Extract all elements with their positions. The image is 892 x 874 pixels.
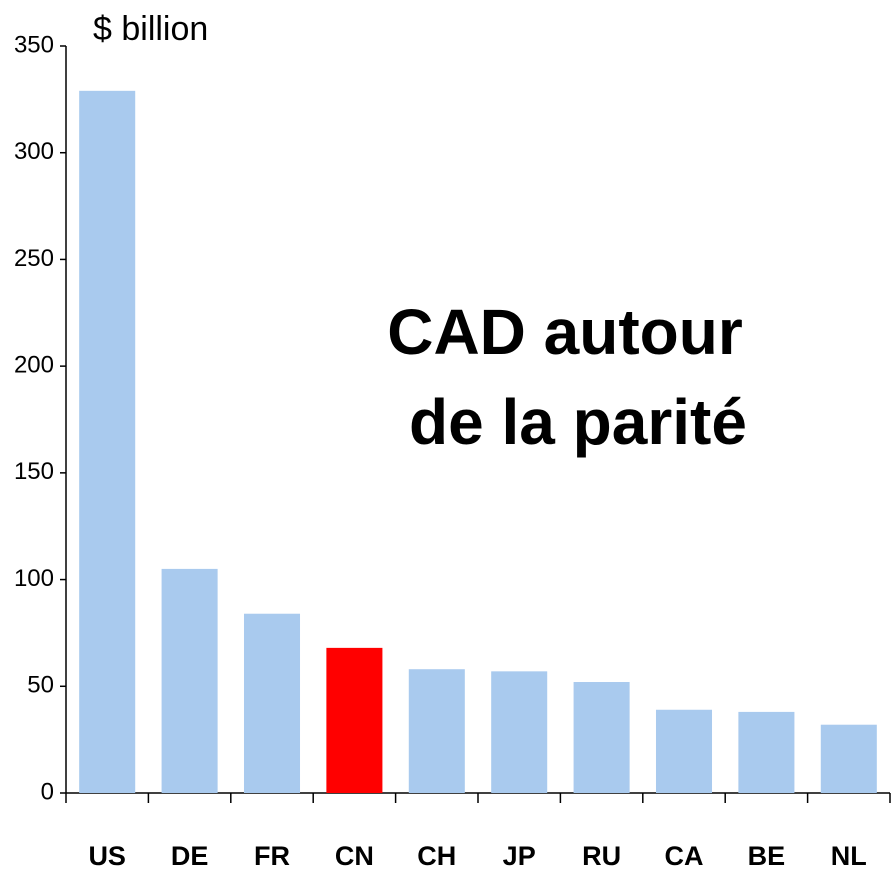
bar [491, 671, 548, 793]
y-tick-label: 150 [14, 458, 54, 485]
annotation: de la parité [409, 386, 747, 458]
bar [655, 709, 713, 793]
bar [738, 711, 795, 793]
bar [573, 682, 630, 793]
y-tick-label: 50 [27, 672, 54, 699]
y-axis-label: $ billion [93, 10, 208, 48]
x-tick-label: US [88, 841, 126, 871]
y-tick-label: 0 [41, 778, 54, 805]
y-tick-label: 250 [14, 245, 54, 272]
x-tick-label: CA [665, 841, 704, 871]
x-tick-label: FR [254, 841, 290, 871]
y-tick-label: 300 [14, 138, 54, 165]
x-tick-label: CH [417, 841, 456, 871]
bar [326, 647, 383, 793]
y-tick-label: 350 [14, 31, 54, 58]
bar [79, 90, 136, 793]
annotation: CAD autour [387, 296, 743, 368]
bar [161, 568, 218, 793]
bar [243, 613, 301, 793]
x-tick-label: BE [748, 841, 786, 871]
x-tick-label: RU [582, 841, 621, 871]
x-tick-label: DE [171, 841, 209, 871]
x-tick-label: JP [503, 841, 536, 871]
x-tick-label: NL [831, 841, 867, 871]
y-tick-label: 200 [14, 351, 54, 378]
y-tick-label: 100 [14, 565, 54, 592]
bar [408, 669, 465, 793]
bar [820, 724, 877, 793]
x-tick-label: CN [335, 841, 374, 871]
